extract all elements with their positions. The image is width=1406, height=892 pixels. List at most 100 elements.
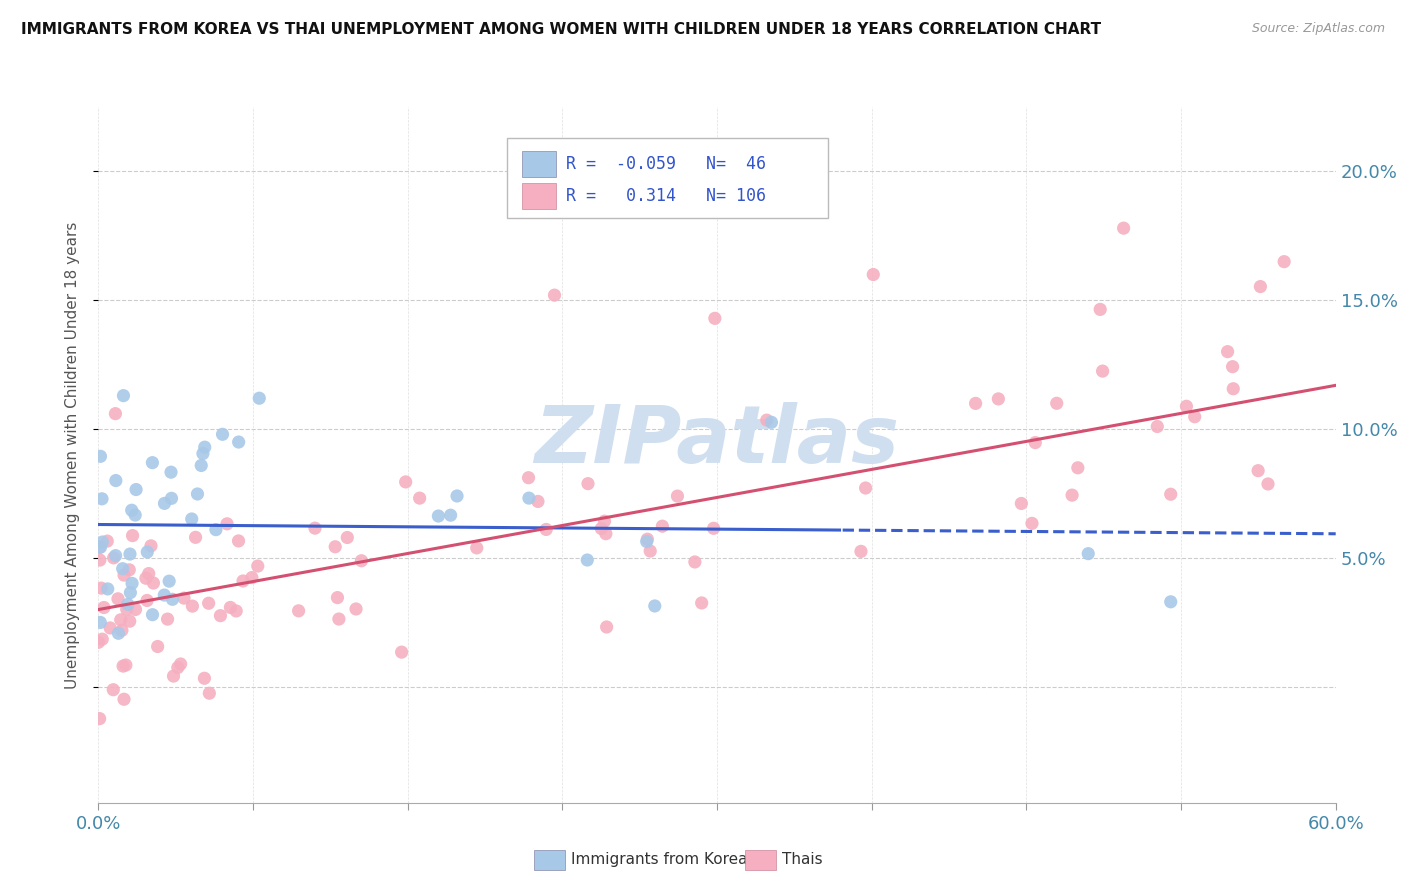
Point bbox=[1090, 302, 1112, 317]
Point bbox=[336, 531, 359, 545]
Point bbox=[1091, 364, 1114, 378]
Point bbox=[89, 541, 111, 555]
Point bbox=[636, 532, 658, 546]
Point bbox=[162, 592, 184, 607]
Point bbox=[1062, 488, 1084, 502]
Point bbox=[228, 435, 250, 450]
Point bbox=[1272, 254, 1295, 268]
Point bbox=[89, 712, 111, 726]
Point bbox=[117, 598, 139, 612]
Point bbox=[534, 523, 557, 537]
Point bbox=[855, 481, 877, 495]
Point bbox=[344, 602, 367, 616]
Point bbox=[198, 686, 221, 700]
Point bbox=[517, 491, 540, 505]
Bar bbox=[522, 151, 557, 177]
Point bbox=[651, 519, 673, 533]
Text: Immigrants from Korea: Immigrants from Korea bbox=[571, 853, 748, 867]
FancyBboxPatch shape bbox=[506, 138, 828, 219]
Point bbox=[97, 582, 120, 596]
Point bbox=[219, 600, 242, 615]
Point bbox=[89, 553, 111, 567]
Point bbox=[638, 544, 661, 558]
Text: IMMIGRANTS FROM KOREA VS THAI UNEMPLOYMENT AMONG WOMEN WITH CHILDREN UNDER 18 YE: IMMIGRANTS FROM KOREA VS THAI UNEMPLOYME… bbox=[21, 22, 1101, 37]
Point bbox=[124, 602, 146, 616]
Point bbox=[186, 487, 208, 501]
Point bbox=[1021, 516, 1043, 531]
Point bbox=[87, 635, 110, 649]
Point bbox=[987, 392, 1010, 406]
Point bbox=[184, 530, 207, 544]
Point bbox=[636, 534, 658, 549]
Point bbox=[644, 599, 666, 613]
Point bbox=[517, 471, 540, 485]
Point bbox=[287, 604, 309, 618]
Point bbox=[591, 522, 613, 536]
Point bbox=[703, 521, 725, 535]
Point bbox=[104, 474, 127, 488]
Point bbox=[112, 568, 135, 582]
Point bbox=[1160, 487, 1182, 501]
Point bbox=[160, 465, 183, 479]
Point bbox=[849, 544, 872, 558]
Point bbox=[136, 593, 159, 607]
Point bbox=[166, 660, 188, 674]
Point bbox=[666, 489, 689, 503]
Point bbox=[112, 692, 135, 706]
Point bbox=[112, 389, 135, 403]
Point bbox=[104, 549, 127, 563]
Text: Source: ZipAtlas.com: Source: ZipAtlas.com bbox=[1251, 22, 1385, 36]
Point bbox=[98, 621, 121, 635]
Point bbox=[703, 311, 725, 326]
Point bbox=[121, 528, 143, 542]
Point bbox=[1010, 496, 1032, 510]
Point bbox=[228, 533, 250, 548]
Point bbox=[1216, 344, 1239, 359]
Point bbox=[576, 553, 599, 567]
Point bbox=[135, 571, 157, 585]
Point bbox=[595, 620, 617, 634]
Point bbox=[121, 503, 143, 517]
Point bbox=[690, 596, 713, 610]
Point bbox=[153, 588, 176, 602]
Point bbox=[141, 456, 163, 470]
Point bbox=[157, 574, 180, 589]
Point bbox=[139, 539, 162, 553]
Point bbox=[91, 632, 114, 647]
Point bbox=[190, 458, 212, 473]
Point bbox=[215, 516, 238, 531]
Point bbox=[1046, 396, 1069, 410]
Point bbox=[125, 483, 148, 497]
Point bbox=[107, 591, 129, 606]
Point bbox=[197, 596, 219, 610]
Point bbox=[543, 288, 565, 302]
Point bbox=[246, 559, 269, 574]
Point bbox=[1160, 595, 1182, 609]
Point bbox=[107, 626, 129, 640]
Point bbox=[862, 268, 884, 282]
Point bbox=[225, 604, 247, 618]
Point bbox=[115, 658, 138, 673]
Point bbox=[90, 581, 112, 595]
Point bbox=[593, 514, 616, 528]
Point bbox=[156, 612, 179, 626]
Point bbox=[120, 585, 142, 599]
Point bbox=[90, 540, 112, 554]
Point bbox=[103, 682, 125, 697]
Point bbox=[211, 427, 233, 442]
Point bbox=[1146, 419, 1168, 434]
Point bbox=[141, 607, 163, 622]
Point bbox=[465, 541, 488, 555]
Point bbox=[1184, 409, 1206, 424]
Point bbox=[1067, 460, 1090, 475]
Point bbox=[304, 521, 326, 535]
Point bbox=[232, 574, 254, 588]
Point bbox=[326, 591, 349, 605]
Point bbox=[96, 534, 118, 549]
Point bbox=[111, 624, 134, 638]
Point bbox=[115, 602, 138, 616]
Point bbox=[91, 491, 114, 506]
Point bbox=[527, 494, 550, 508]
Point bbox=[350, 554, 373, 568]
Point bbox=[180, 512, 202, 526]
